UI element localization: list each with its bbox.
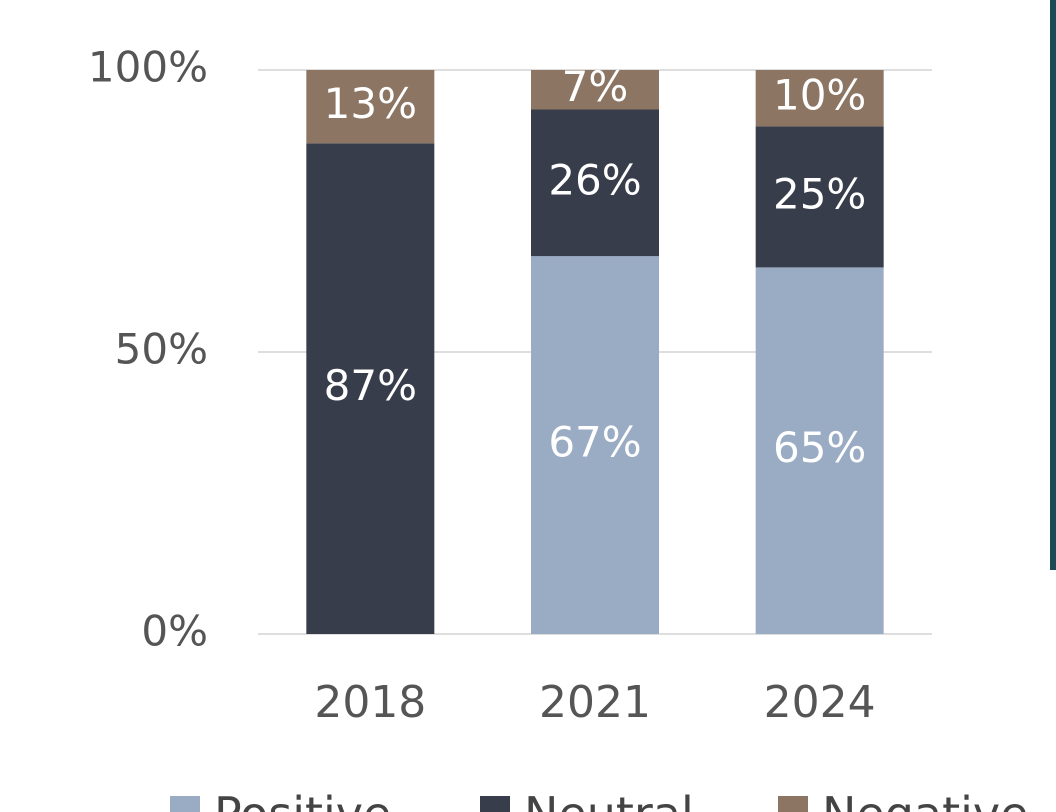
bar-segment [531,256,659,634]
bar-segment [755,70,884,127]
legend-swatch [170,796,200,812]
data-label: 7% [562,62,629,111]
legend-label: Negative [822,787,1028,812]
side-panel-edge [1050,0,1056,570]
data-label: 10% [773,71,866,120]
bar-segment [531,109,659,257]
x-tick-label: 2018 [314,677,426,728]
legend-swatch [778,796,808,812]
y-tick-label: 50% [115,325,208,374]
legend-label: Neutral [524,787,694,812]
bar-segment [531,70,659,110]
y-tick-label: 100% [88,43,208,92]
bar-segment [755,267,884,634]
bar-segment [306,70,435,144]
data-label: 67% [548,418,641,467]
data-label: 25% [773,169,866,218]
legend-swatch [480,796,510,812]
data-label: 13% [324,79,417,128]
bar-segment [755,126,884,268]
x-tick-label: 2024 [764,677,876,728]
data-label: 65% [773,423,866,472]
data-label: 26% [548,155,641,204]
bar-segment [306,143,435,634]
data-label: 87% [324,361,417,410]
legend-label: Positive [214,787,391,812]
x-tick-label: 2021 [539,677,651,728]
y-tick-label: 0% [141,607,208,656]
